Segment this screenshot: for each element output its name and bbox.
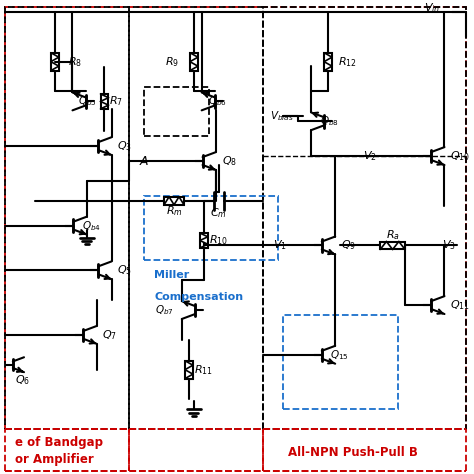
Text: $Q_8$: $Q_8$: [222, 154, 237, 168]
Text: $R_9$: $R_9$: [165, 55, 179, 69]
Text: $R_{11}$: $R_{11}$: [194, 363, 213, 376]
Bar: [200, 233, 208, 248]
Text: $C_m$: $C_m$: [210, 206, 227, 219]
Bar: [164, 197, 184, 205]
Text: or Amplifier: or Amplifier: [15, 453, 94, 465]
Text: $R_{12}$: $R_{12}$: [338, 55, 357, 69]
Text: $Q_3$: $Q_3$: [118, 139, 132, 153]
Bar: [185, 361, 193, 379]
Text: $V_{in}$: $V_{in}$: [424, 1, 440, 15]
Bar: [100, 94, 109, 109]
Text: $R_{10}$: $R_{10}$: [209, 234, 228, 247]
Text: $V_{bias}$: $V_{bias}$: [270, 109, 294, 123]
Text: e of Bandgap: e of Bandgap: [15, 436, 103, 449]
Text: $Q_{b4}$: $Q_{b4}$: [82, 219, 100, 233]
Text: $R_m$: $R_m$: [165, 204, 182, 218]
Text: Miller: Miller: [154, 270, 190, 280]
Bar: [283, 315, 398, 410]
Bar: [5, 7, 466, 429]
Text: $Q_{10}$: $Q_{10}$: [450, 149, 470, 163]
Bar: [51, 53, 59, 71]
Text: $V_1$: $V_1$: [273, 238, 287, 252]
Text: $Q_9$: $Q_9$: [341, 238, 356, 252]
Text: Compensation: Compensation: [154, 292, 243, 302]
Bar: [129, 7, 264, 429]
Text: $Q_6$: $Q_6$: [15, 373, 30, 386]
Bar: [144, 87, 209, 136]
Text: $Q_{b6}$: $Q_{b6}$: [208, 94, 227, 109]
Text: All-NPN Push-Pull B: All-NPN Push-Pull B: [288, 446, 418, 459]
Text: $Q_5$: $Q_5$: [118, 264, 132, 277]
Bar: [324, 53, 332, 71]
Text: $Q_{11}$: $Q_{11}$: [450, 298, 470, 312]
Bar: [144, 196, 278, 260]
Text: $Q_{b8}$: $Q_{b8}$: [320, 114, 339, 128]
Bar: [264, 7, 466, 429]
Bar: [5, 7, 129, 429]
Text: $R_a$: $R_a$: [386, 228, 400, 242]
Text: $V_2$: $V_2$: [363, 149, 376, 163]
Text: $R_8$: $R_8$: [68, 55, 82, 69]
Text: $Q_{b5}$: $Q_{b5}$: [78, 94, 96, 109]
Bar: [190, 53, 198, 71]
Bar: [380, 242, 405, 249]
Text: $R_7$: $R_7$: [109, 94, 123, 109]
Text: $A$: $A$: [139, 155, 149, 167]
Text: $Q_{b7}$: $Q_{b7}$: [155, 303, 174, 317]
Text: $Q_7$: $Q_7$: [102, 328, 118, 342]
Text: $Q_{15}$: $Q_{15}$: [330, 348, 349, 362]
Text: $V_3$: $V_3$: [442, 238, 456, 252]
